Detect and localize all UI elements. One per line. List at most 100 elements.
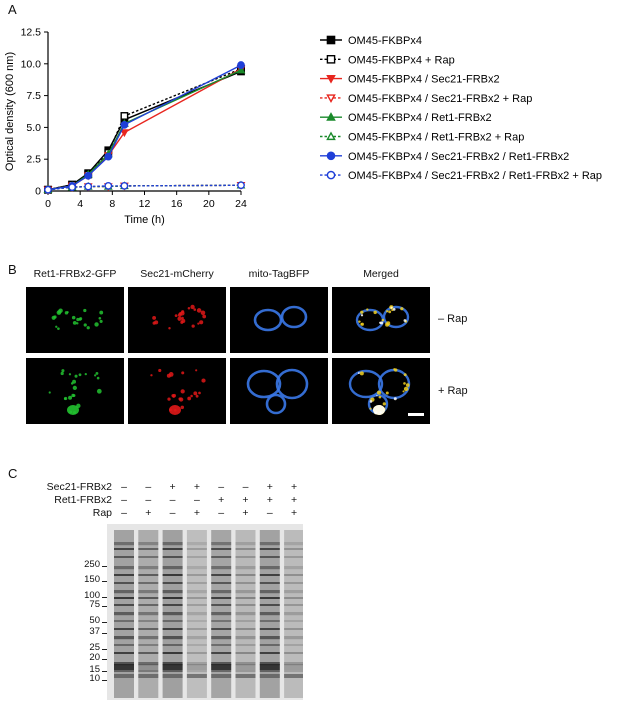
gel-band	[186, 620, 207, 622]
panel-a-letter: A	[8, 2, 17, 17]
y-tick-label: 2.5	[26, 154, 41, 166]
series-1	[44, 64, 245, 194]
gel-band	[284, 597, 303, 599]
puncta	[98, 316, 102, 320]
puncta	[378, 395, 382, 399]
micro-bfp-plus-rap	[230, 358, 328, 424]
gel-band	[114, 604, 134, 606]
legend-marker	[326, 94, 336, 103]
chart-series	[43, 61, 246, 195]
gel-band	[211, 604, 232, 606]
puncta	[76, 317, 80, 322]
puncta	[358, 320, 361, 323]
puncta	[197, 322, 200, 325]
gel-band	[211, 582, 232, 584]
data-point	[104, 152, 113, 161]
gel-sign-ret1: +	[266, 494, 273, 506]
gel-band	[235, 542, 256, 546]
legend-marker	[326, 35, 336, 45]
series-2	[43, 65, 246, 195]
gel-band	[114, 620, 134, 622]
puncta	[58, 308, 63, 313]
gel-band	[284, 548, 303, 550]
legend-label: OM45-FKBPx4 / Ret1-FRBx2	[348, 112, 492, 124]
puncta	[158, 368, 162, 373]
gel-sign-rap: +	[242, 507, 249, 519]
mw-tick	[102, 659, 108, 660]
puncta	[72, 379, 77, 384]
gel-band	[284, 644, 303, 646]
puncta	[174, 314, 178, 317]
gel-sign-rap: +	[193, 507, 200, 519]
puncta	[99, 319, 103, 324]
puncta	[369, 407, 372, 410]
legend-entry-2: OM45-FKBPx4 / Sec21-FRBx2	[320, 74, 500, 86]
gel-band	[186, 670, 207, 672]
gel-band	[162, 628, 183, 630]
lane-smear	[114, 530, 134, 698]
gel-band	[114, 644, 134, 646]
puncta	[376, 394, 378, 397]
puncta	[57, 327, 60, 331]
gel-band	[284, 556, 303, 558]
gel-band	[259, 556, 280, 558]
gel-lane-3	[186, 530, 207, 698]
legend-entry-7: OM45-FKBPx4 / Sec21-FRBx2 / Ret1-FRBx2 +…	[320, 170, 602, 182]
puncta	[84, 372, 87, 376]
puncta	[392, 308, 396, 311]
micro-mcherry-minus-rap	[128, 287, 226, 353]
gel-band	[138, 636, 159, 640]
legend-entry-4: OM45-FKBPx4 / Ret1-FRBx2	[320, 112, 492, 124]
gel-band	[235, 590, 256, 594]
puncta	[51, 315, 56, 320]
gel-band	[138, 620, 159, 622]
gel-band	[186, 612, 207, 616]
gel-band	[186, 652, 207, 654]
gel-band	[235, 644, 256, 646]
gel-band	[114, 662, 134, 666]
gel-band	[186, 662, 207, 666]
mw-tick	[102, 566, 108, 567]
puncta	[78, 373, 82, 377]
gel-band	[284, 604, 303, 606]
puncta	[199, 320, 204, 325]
gel-band	[211, 574, 232, 576]
gel-row-rap-label: Rap	[92, 507, 112, 519]
puncta	[405, 383, 410, 387]
gel-band	[162, 556, 183, 558]
micro-row-plus-rap-label: + Rap	[438, 385, 468, 397]
gel-band	[284, 612, 303, 616]
data-point	[237, 181, 245, 190]
puncta	[193, 308, 197, 311]
mw-100: 100	[84, 590, 100, 601]
gel-band	[259, 670, 280, 672]
y-tick-label: 0	[35, 186, 41, 198]
data-point	[120, 120, 129, 129]
puncta	[99, 310, 104, 315]
puncta	[55, 325, 58, 328]
gel-band	[235, 670, 256, 672]
gel-sign-ret1: –	[121, 494, 127, 506]
gel-band	[162, 604, 183, 606]
gel-band	[211, 628, 232, 630]
micro-row-minus-rap-label: – Rap	[438, 313, 468, 325]
puncta	[400, 307, 404, 311]
gel-band	[186, 628, 207, 630]
data-point	[236, 65, 246, 74]
puncta	[63, 397, 67, 400]
gel-band	[186, 566, 207, 570]
gel-band	[162, 574, 183, 576]
gel-band	[211, 542, 232, 546]
gel-band	[259, 620, 280, 622]
panel-c-letter: C	[8, 466, 18, 481]
gel-band	[138, 674, 159, 678]
gel-band	[114, 674, 134, 678]
data-point	[120, 112, 129, 120]
gel-band	[259, 636, 280, 640]
puncta	[83, 323, 87, 327]
puncta	[393, 397, 397, 401]
gel-band	[235, 620, 256, 622]
x-tick-label: 0	[45, 198, 51, 210]
gel-band	[138, 566, 159, 570]
gel-band	[284, 662, 303, 666]
